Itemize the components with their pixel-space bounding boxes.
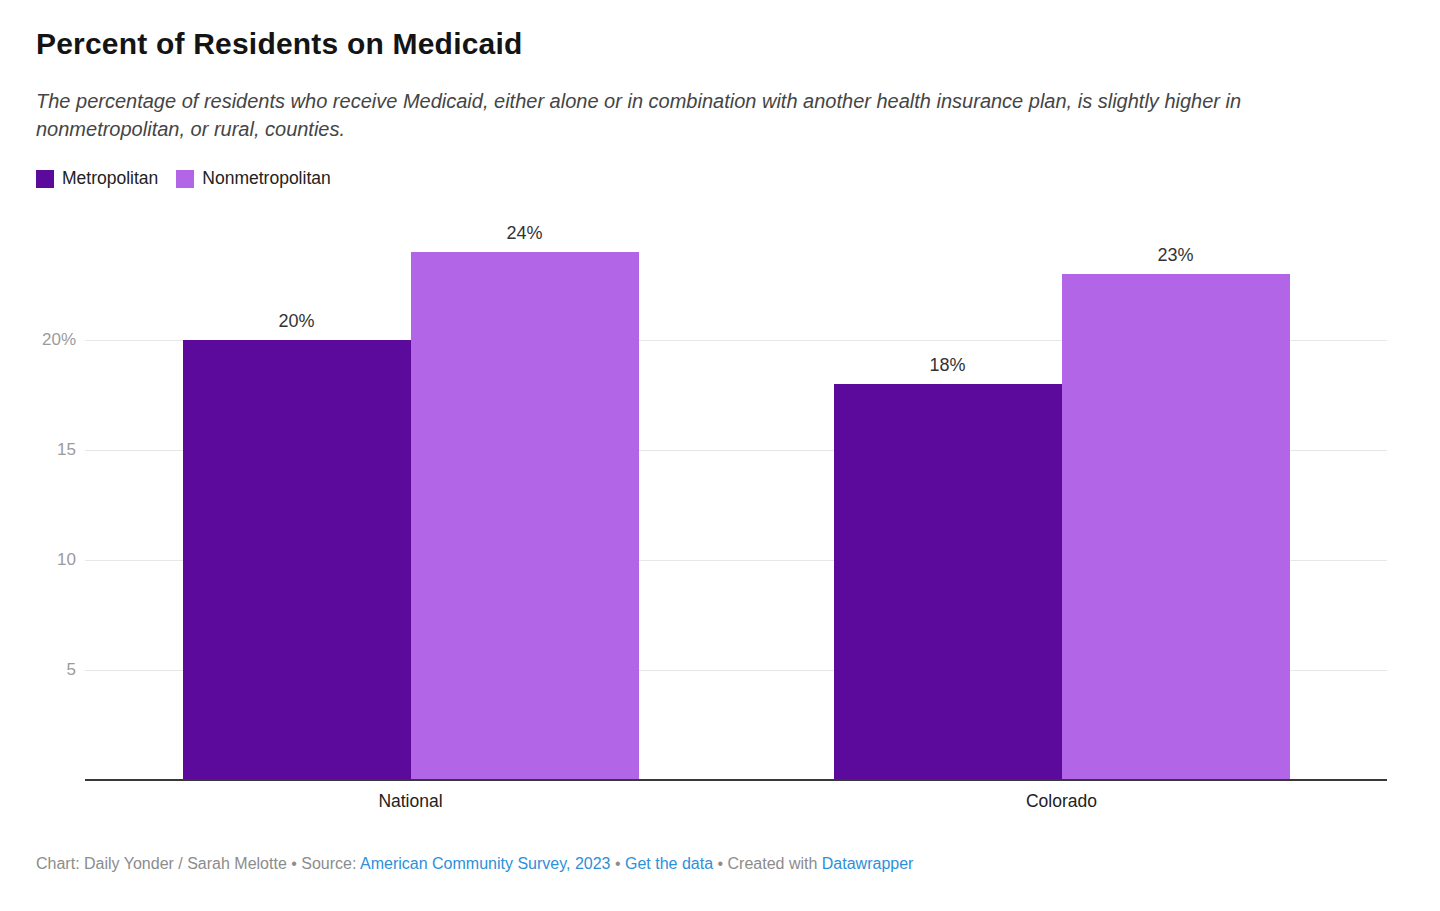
y-axis-tick-label-20: 20% bbox=[24, 330, 76, 350]
value-label-national-nonmetropolitan: 24% bbox=[411, 223, 639, 244]
value-label-national-metropolitan: 20% bbox=[183, 311, 411, 332]
datawrapper-link[interactable]: Datawrapper bbox=[822, 855, 914, 872]
bar-colorado-nonmetropolitan[interactable] bbox=[1062, 274, 1290, 780]
footer-credit-text: Chart: Daily Yonder / Sarah Melotte • So… bbox=[36, 855, 360, 872]
y-axis-tick-label-10: 10 bbox=[24, 550, 76, 570]
value-label-colorado-nonmetropolitan: 23% bbox=[1062, 245, 1290, 266]
source-link[interactable]: American Community Survey, 2023 bbox=[360, 855, 610, 872]
footer-created-with-text: • Created with bbox=[713, 855, 822, 872]
y-axis-tick-label-5: 5 bbox=[24, 660, 76, 680]
get-the-data-link[interactable]: Get the data bbox=[625, 855, 713, 872]
footer-byline: Chart: Daily Yonder / Sarah Melotte • So… bbox=[36, 855, 913, 873]
footer-separator: • bbox=[610, 855, 625, 872]
value-label-colorado-metropolitan: 18% bbox=[834, 355, 1062, 376]
bar-national-nonmetropolitan[interactable] bbox=[411, 252, 639, 780]
x-axis-label-colorado: Colorado bbox=[942, 791, 1182, 812]
y-axis-tick-label-15: 15 bbox=[24, 440, 76, 460]
x-axis-label-national: National bbox=[291, 791, 531, 812]
x-axis-line bbox=[85, 779, 1387, 781]
chart-container: Percent of Residents on Medicaid The per… bbox=[0, 0, 1440, 911]
bar-national-metropolitan[interactable] bbox=[183, 340, 411, 780]
bar-colorado-metropolitan[interactable] bbox=[834, 384, 1062, 780]
plot-area: 5 10 15 20% 20% 24% National 18% 23% Colorado bbox=[0, 0, 1440, 911]
